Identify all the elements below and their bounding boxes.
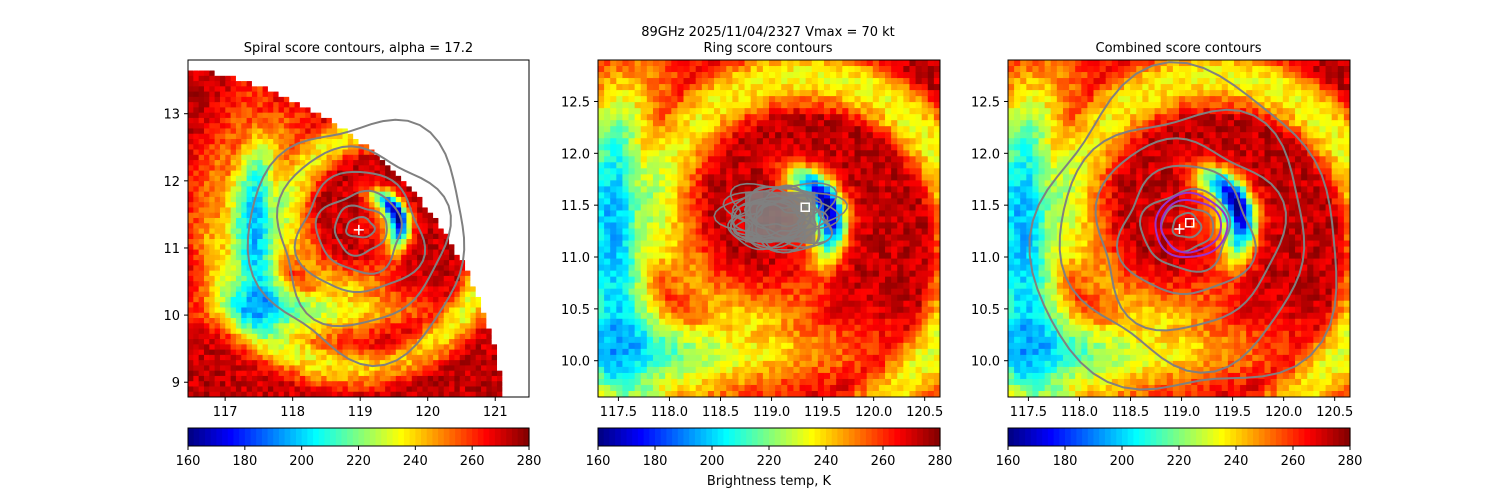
colorbar-tick-label: 240 xyxy=(1224,454,1249,469)
x-tick-label: 119.5 xyxy=(804,405,841,420)
x-tick-label: 117 xyxy=(213,405,238,420)
contour-line xyxy=(293,170,427,293)
y-tick-label: 12.5 xyxy=(971,95,1000,110)
y-tick-label: 9 xyxy=(172,376,180,391)
y-tick-label: 10.5 xyxy=(561,303,590,318)
panel3-title: Combined score contours xyxy=(1096,41,1262,56)
panel-1: 117 118 119 120 121 9 10 11 12 13 160 180 200 220 240 2… xyxy=(163,59,542,469)
panel-2: 117.5 118.0 118.5 119.0 119.5 120.0 120.5 10.0 1… xyxy=(561,59,953,469)
colorbar-3: 160 180 200 220 240 260 280 xyxy=(996,427,1363,469)
colorbar-2: 160 180 200 220 240 260 280 xyxy=(586,427,953,469)
x-tick-label: 117.5 xyxy=(600,405,637,420)
y-tick-label: 12.0 xyxy=(971,147,1000,162)
contour-line xyxy=(333,204,388,257)
panel-2-contours xyxy=(713,182,848,254)
colorbar-1: 160 180 200 220 240 260 280 xyxy=(176,427,542,469)
colorbar-tick-label: 280 xyxy=(928,454,953,469)
contour-line xyxy=(275,145,452,328)
suptitle-line1: 89GHz 2025/11/04/2327 Vmax = 70 kt xyxy=(641,25,895,40)
panel1-title: Spiral score contours, alpha = 17.2 xyxy=(244,41,473,56)
x-tick-label: 117.5 xyxy=(1010,405,1047,420)
suptitle-line2: Ring score contours xyxy=(703,41,832,56)
y-tick-label: 12 xyxy=(163,175,180,190)
x-tick-label: 120.0 xyxy=(1265,405,1302,420)
contour-line xyxy=(314,189,403,275)
y-tick-label: 10.5 xyxy=(971,303,1000,318)
x-tick-label: 118.0 xyxy=(1061,405,1098,420)
x-tick-label: 119 xyxy=(348,405,373,420)
contour-line xyxy=(1115,164,1257,296)
panel-1-contours xyxy=(246,118,466,368)
x-tick-label: 120.5 xyxy=(1316,405,1353,420)
contour-line xyxy=(1171,211,1203,239)
colorbar-tick-label: 280 xyxy=(1338,454,1363,469)
y-tick-label: 12.0 xyxy=(561,147,590,162)
y-tick-label: 11 xyxy=(163,242,180,257)
colorbar-tick-label: 180 xyxy=(643,454,668,469)
colorbar-tick-label: 200 xyxy=(289,454,314,469)
contour-line xyxy=(246,118,466,368)
x-tick-label: 118.0 xyxy=(651,405,688,420)
highlight-contour xyxy=(1154,191,1229,258)
colorbar-tick-label: 240 xyxy=(814,454,839,469)
axes-frame xyxy=(1007,59,1351,398)
colorbar-tick-label: 220 xyxy=(1167,454,1192,469)
y-tick-label: 12.5 xyxy=(561,95,590,110)
x-tick-label: 118.5 xyxy=(1112,405,1149,420)
colorbar-tick-label: 200 xyxy=(700,454,725,469)
x-tick-label: 119.5 xyxy=(1214,405,1251,420)
x-tick-label: 121 xyxy=(483,405,508,420)
contour-line xyxy=(1138,187,1232,273)
center-plus-marker xyxy=(1174,224,1185,235)
center-plus-marker xyxy=(353,224,364,235)
colorbar-tick-label: 220 xyxy=(757,454,782,469)
y-tick-label: 10.0 xyxy=(561,355,590,370)
colorbar-tick-label: 260 xyxy=(460,454,485,469)
colorbar-tick-label: 280 xyxy=(517,454,542,469)
colorbar-label: Brightness temp, K xyxy=(707,474,832,489)
contour-line xyxy=(1028,61,1338,391)
colorbar-tick-label: 180 xyxy=(232,454,257,469)
y-tick-label: 11.5 xyxy=(561,199,590,214)
contour-line xyxy=(713,182,838,254)
panel-3: 117.5 118.0 118.5 119.0 119.5 120.0 120.5 10.0 1… xyxy=(971,59,1363,469)
x-tick-label: 119.0 xyxy=(753,405,790,420)
panel-3-heatmap xyxy=(1008,60,1350,397)
contour-line xyxy=(1094,137,1287,332)
x-tick-label: 120.5 xyxy=(906,405,943,420)
colorbar-tick-label: 180 xyxy=(1053,454,1078,469)
axes-frame xyxy=(187,59,530,398)
highlight-contour xyxy=(1159,199,1223,254)
center-square-marker xyxy=(1184,218,1195,228)
x-tick-label: 118 xyxy=(280,405,305,420)
y-tick-label: 11.5 xyxy=(971,199,1000,214)
colorbar-tick-label: 220 xyxy=(346,454,371,469)
colorbar-tick-label: 160 xyxy=(586,454,611,469)
y-tick-label: 11.0 xyxy=(561,251,590,266)
colorbar-tick-label: 160 xyxy=(996,454,1021,469)
y-tick-label: 13 xyxy=(163,108,180,123)
center-square-marker xyxy=(800,202,810,212)
contour-line xyxy=(1058,108,1306,374)
x-tick-label: 120 xyxy=(415,405,440,420)
x-tick-label: 119.0 xyxy=(1163,405,1200,420)
colorbar-tick-label: 200 xyxy=(1110,454,1135,469)
panel-2-heatmap xyxy=(598,60,940,397)
contour-fill xyxy=(745,191,816,243)
x-tick-label: 118.5 xyxy=(702,405,739,420)
colorbar-tick-label: 260 xyxy=(1281,454,1306,469)
colorbar-tick-label: 160 xyxy=(176,454,201,469)
axes-frame xyxy=(597,59,941,398)
contour-line xyxy=(345,215,376,239)
colorbar-tick-label: 260 xyxy=(871,454,896,469)
y-tick-label: 10 xyxy=(163,309,180,324)
colorbar-tick-label: 240 xyxy=(403,454,428,469)
x-tick-label: 120.0 xyxy=(855,405,892,420)
y-tick-label: 10.0 xyxy=(971,355,1000,370)
y-tick-label: 11.0 xyxy=(971,251,1000,266)
panel-3-contours xyxy=(1028,61,1338,391)
